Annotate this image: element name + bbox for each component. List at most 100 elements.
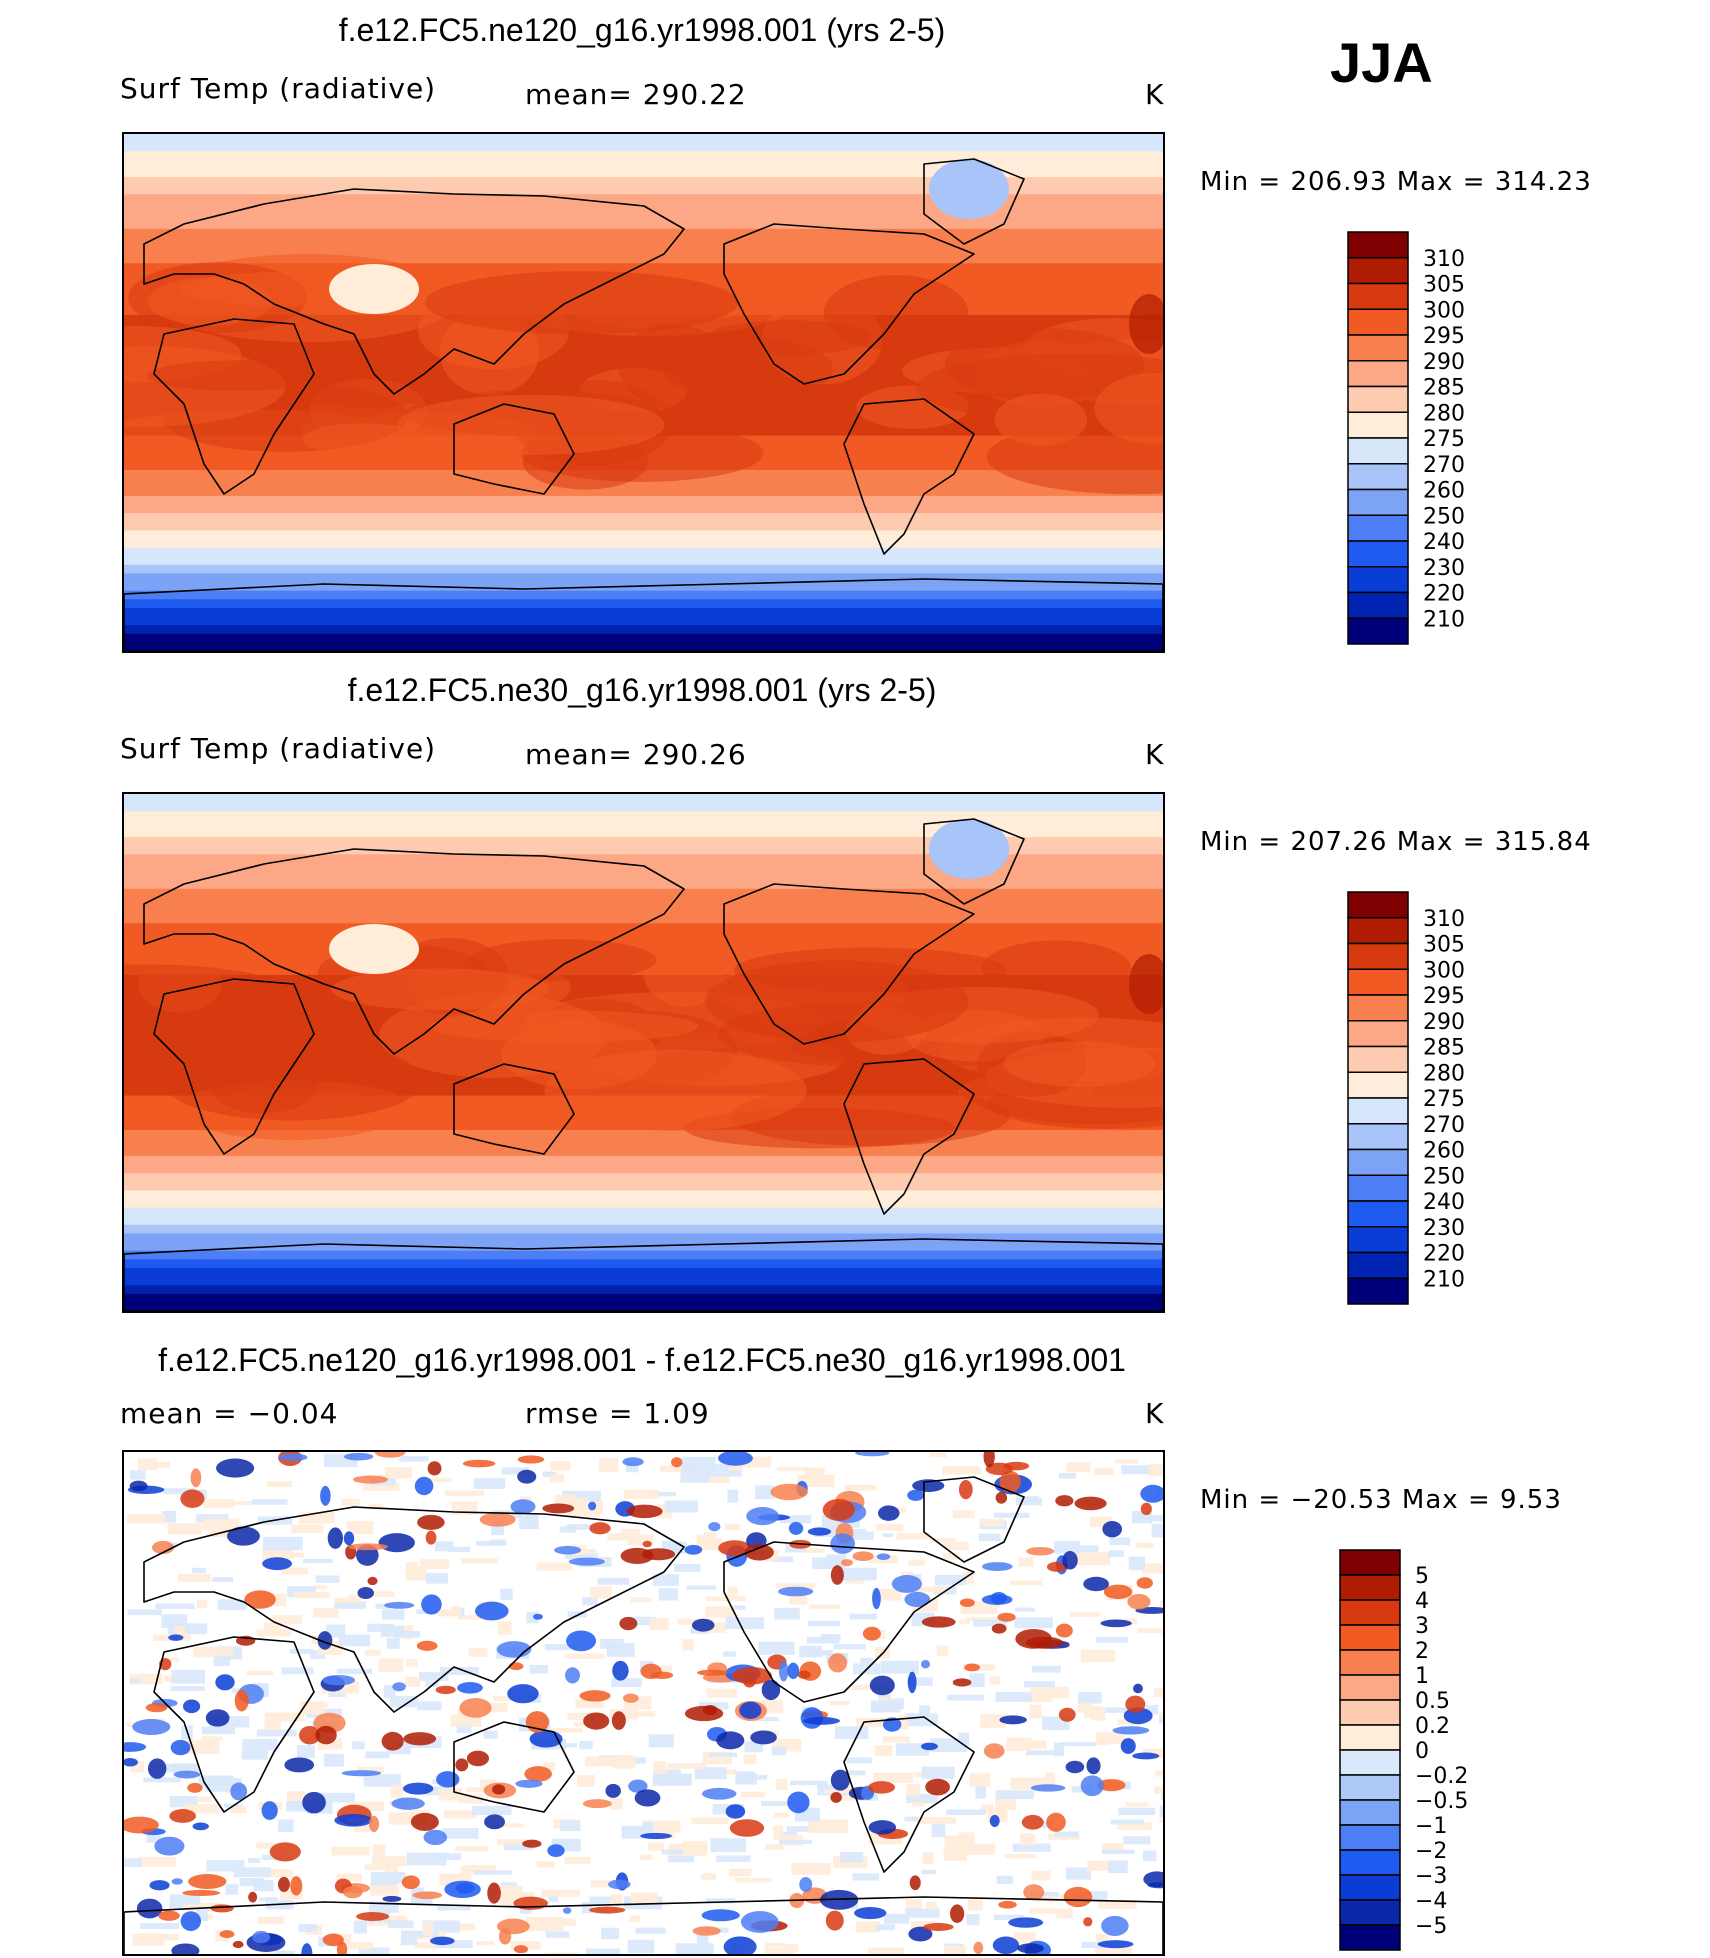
coastline — [453, 1721, 575, 1813]
colorbar-tick-label: 270 — [1423, 453, 1465, 478]
colorbar-swatch — [1347, 411, 1409, 439]
coastline — [843, 398, 975, 555]
panel-1-units: K — [1145, 78, 1165, 111]
colorbar-tick-label: 285 — [1423, 1036, 1465, 1061]
panel-3-units: K — [1145, 1397, 1165, 1430]
colorbar-tick-label: 210 — [1423, 607, 1465, 632]
colorbar-tick-label: 280 — [1423, 401, 1465, 426]
colorbar-tick-label: −1 — [1415, 1814, 1447, 1839]
map-shading — [124, 1452, 1163, 1954]
panel-2-units: K — [1145, 738, 1165, 771]
colorbar-swatch — [1347, 488, 1409, 516]
coastline — [723, 223, 975, 385]
map-shading — [124, 134, 1163, 651]
colorbar-swatch — [1347, 1200, 1409, 1228]
colorbar-swatch — [1347, 942, 1409, 970]
colorbar-swatch — [1347, 1097, 1409, 1125]
colorbar-tick-label: 0.2 — [1415, 1714, 1450, 1739]
coastline — [143, 1506, 685, 1713]
panel-2-variable: Surf Temp (radiative) — [120, 732, 437, 765]
colorbar-swatch — [1347, 540, 1409, 568]
coastline — [124, 578, 1163, 651]
panel-3-minmax: Min = −20.53 Max = 9.53 — [1200, 1485, 1562, 1515]
colorbar-tick-label: 260 — [1423, 1139, 1465, 1164]
coastline — [453, 403, 575, 495]
colorbar-swatch — [1339, 1674, 1401, 1701]
colorbar-tick-label: 250 — [1423, 504, 1465, 529]
coastline — [843, 1716, 975, 1873]
coastline — [723, 1541, 975, 1703]
colorbar-tick-label: 230 — [1423, 556, 1465, 581]
colorbar-swatch — [1347, 1045, 1409, 1073]
colorbar-swatch — [1347, 1148, 1409, 1176]
colorbar-tick-label: 270 — [1423, 1113, 1465, 1138]
colorbar-tick-label: 4 — [1415, 1589, 1429, 1614]
colorbar-swatch — [1339, 1649, 1401, 1676]
panel-1-mean: mean= 290.22 — [525, 78, 747, 111]
panel-1-minmax: Min = 206.93 Max = 314.23 — [1200, 167, 1592, 197]
colorbar-swatch — [1339, 1799, 1401, 1826]
colorbar-tick-label: 230 — [1423, 1216, 1465, 1241]
colorbar-tick-label: 2 — [1415, 1639, 1429, 1664]
panel-1-variable: Surf Temp (radiative) — [120, 72, 437, 105]
panel-2-colorbar: 310 305 300 295 290 285 280 275 270 260 250 240 230 2… — [1347, 891, 1508, 1305]
panel-2-title: f.e12.FC5.ne30_g16.yr1998.001 (yrs 2-5) — [347, 672, 937, 708]
colorbar-tick-label: 305 — [1423, 933, 1465, 958]
colorbar-swatch — [1339, 1924, 1401, 1951]
colorbar-swatch — [1347, 514, 1409, 542]
coastline — [923, 818, 1025, 905]
colorbar-swatch — [1347, 1174, 1409, 1202]
colorbar-tick-label: 275 — [1423, 1087, 1465, 1112]
panel-2-minmax: Min = 207.26 Max = 315.84 — [1200, 827, 1592, 857]
colorbar-swatch — [1347, 566, 1409, 594]
colorbar-tick-label: 290 — [1423, 350, 1465, 375]
colorbar-swatch — [1347, 231, 1409, 259]
panel-3-mean: mean = −0.04 — [120, 1397, 339, 1430]
colorbar-swatch — [1347, 308, 1409, 336]
colorbar-tick-label: 5 — [1415, 1564, 1429, 1589]
colorbar-swatch — [1339, 1624, 1401, 1651]
colorbar-swatch — [1347, 1251, 1409, 1279]
colorbar-tick-label: 305 — [1423, 273, 1465, 298]
colorbar-swatch — [1347, 917, 1409, 945]
panel-2-mean: mean= 290.26 — [525, 738, 747, 771]
panel-1-title: f.e12.FC5.ne120_g16.yr1998.001 (yrs 2-5) — [338, 12, 946, 48]
colorbar-swatch — [1347, 591, 1409, 619]
colorbar-swatch — [1347, 617, 1409, 645]
colorbar-swatch — [1347, 1123, 1409, 1151]
colorbar-swatch — [1347, 334, 1409, 362]
colorbar-tick-label: −2 — [1415, 1839, 1447, 1864]
colorbar-tick-label: 220 — [1423, 1242, 1465, 1267]
coastlines — [124, 818, 1163, 1311]
coastline — [124, 1896, 1163, 1954]
colorbar-tick-label: 290 — [1423, 1010, 1465, 1035]
colorbar-swatch — [1347, 968, 1409, 996]
coastline — [723, 883, 975, 1045]
colorbar-swatch — [1339, 1849, 1401, 1876]
colorbar-tick-label: 3 — [1415, 1614, 1429, 1639]
map-shading — [124, 794, 1163, 1311]
coastline — [124, 1238, 1163, 1311]
coastline — [143, 848, 685, 1055]
coastline — [153, 1636, 315, 1813]
colorbar-tick-label: 310 — [1423, 907, 1465, 932]
colorbar-tick-label: 310 — [1423, 247, 1465, 272]
colorbar-swatch — [1339, 1724, 1401, 1751]
colorbar-swatch — [1347, 282, 1409, 310]
colorbar-tick-label: −0.5 — [1415, 1789, 1468, 1814]
panel-3-title: f.e12.FC5.ne120_g16.yr1998.001 - f.e12.F… — [158, 1342, 1126, 1378]
colorbar-tick-label: 1 — [1415, 1664, 1429, 1689]
colorbar-tick-label: 240 — [1423, 1190, 1465, 1215]
panel-3-colorbar: 5 4 3 2 1 0.5 0.2 0 −0.2 −0.5 −1 −2 −3 −4 −5 — [1339, 1549, 1500, 1951]
colorbar-swatch — [1347, 385, 1409, 413]
colorbar-tick-label: −3 — [1415, 1864, 1447, 1889]
colorbar-tick-label: 250 — [1423, 1164, 1465, 1189]
panel-1-map — [122, 132, 1165, 653]
colorbar-swatch — [1347, 360, 1409, 388]
season-label: JJA — [1330, 31, 1433, 94]
panel-3-rmse: rmse = 1.09 — [525, 1397, 710, 1430]
colorbar-swatch — [1347, 463, 1409, 491]
coastline — [153, 318, 315, 495]
colorbar-tick-label: 0.5 — [1415, 1689, 1450, 1714]
colorbar-tick-label: 285 — [1423, 376, 1465, 401]
